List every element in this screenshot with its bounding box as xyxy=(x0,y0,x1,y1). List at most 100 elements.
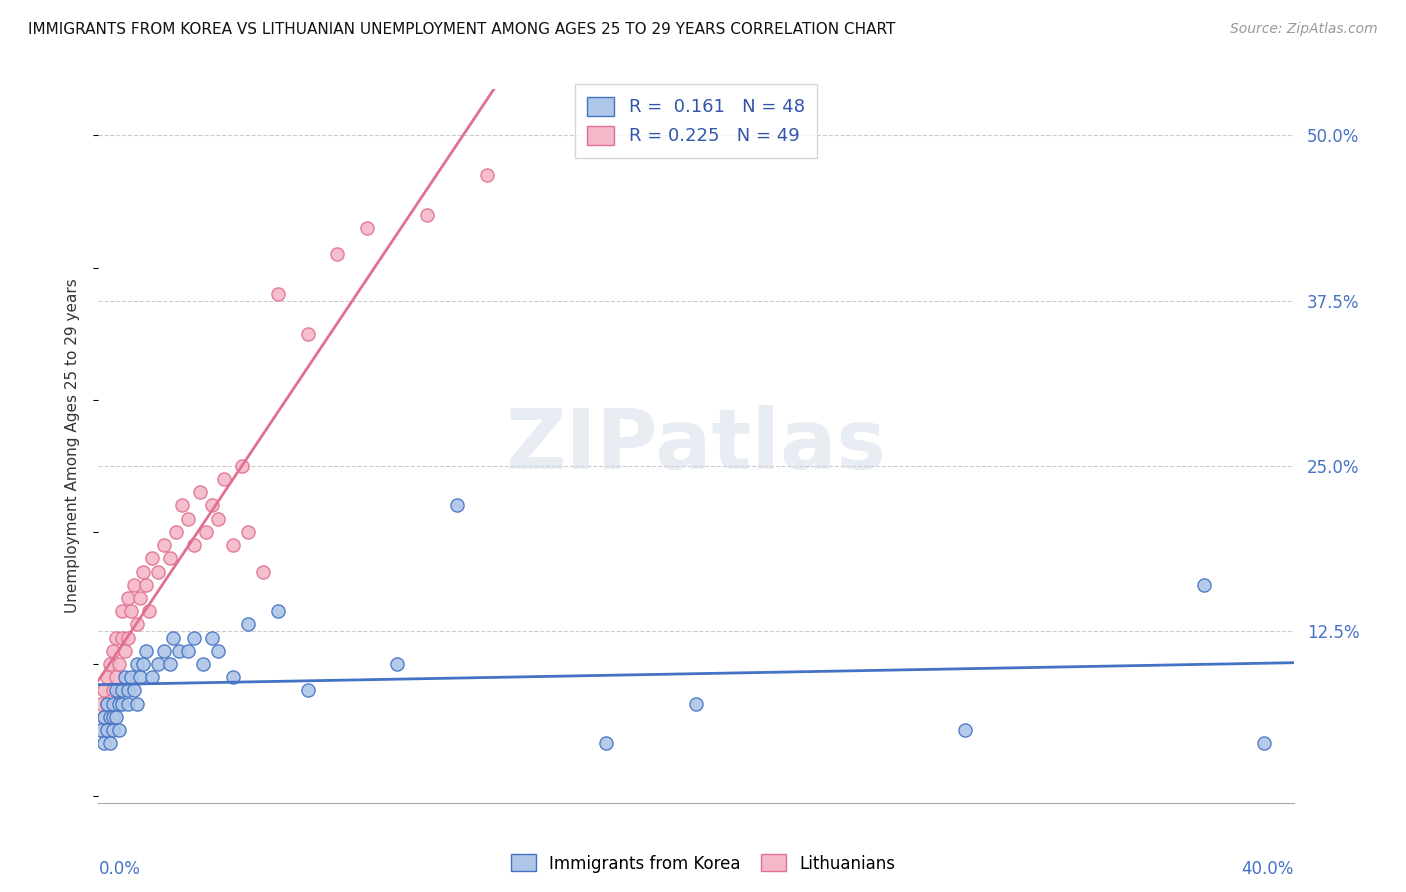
Point xyxy=(167,644,190,658)
Point xyxy=(98,657,122,671)
Point xyxy=(1192,578,1215,592)
Point xyxy=(172,499,194,513)
Point xyxy=(416,208,439,222)
Text: 40.0%: 40.0% xyxy=(1241,860,1294,878)
Point xyxy=(222,538,245,552)
Point xyxy=(98,736,122,750)
Point xyxy=(96,697,118,711)
Point xyxy=(117,631,139,645)
Y-axis label: Unemployment Among Ages 25 to 29 years: Unemployment Among Ages 25 to 29 years xyxy=(65,278,80,614)
Point xyxy=(105,631,128,645)
Point xyxy=(117,697,139,711)
Point xyxy=(326,247,349,261)
Point xyxy=(252,565,274,579)
Point xyxy=(177,511,200,525)
Point xyxy=(207,511,229,525)
Point xyxy=(236,617,259,632)
Text: IMMIGRANTS FROM KOREA VS LITHUANIAN UNEMPLOYMENT AMONG AGES 25 TO 29 YEARS CORRE: IMMIGRANTS FROM KOREA VS LITHUANIAN UNEM… xyxy=(28,22,896,37)
Point xyxy=(446,499,468,513)
Point xyxy=(90,723,112,738)
Point xyxy=(111,631,134,645)
Point xyxy=(98,710,122,724)
Point xyxy=(236,524,259,539)
Point xyxy=(90,723,112,738)
Point xyxy=(135,578,157,592)
Point xyxy=(117,591,139,605)
Point xyxy=(124,578,146,592)
Point xyxy=(153,538,176,552)
Text: ZIPatlas: ZIPatlas xyxy=(506,406,886,486)
Point xyxy=(90,697,112,711)
Point xyxy=(212,472,235,486)
Point xyxy=(595,736,617,750)
Point xyxy=(153,644,176,658)
Point xyxy=(188,485,211,500)
Point xyxy=(127,617,149,632)
Point xyxy=(127,657,149,671)
Point xyxy=(114,670,136,684)
Point xyxy=(267,604,290,618)
Point xyxy=(105,683,128,698)
Point xyxy=(93,710,115,724)
Point xyxy=(159,551,181,566)
Point xyxy=(195,524,218,539)
Point xyxy=(685,697,707,711)
Text: Source: ZipAtlas.com: Source: ZipAtlas.com xyxy=(1230,22,1378,37)
Point xyxy=(120,670,142,684)
Point xyxy=(129,591,152,605)
Point xyxy=(148,657,170,671)
Text: 0.0%: 0.0% xyxy=(98,860,141,878)
Point xyxy=(93,710,115,724)
Point xyxy=(93,736,115,750)
Point xyxy=(356,221,378,235)
Point xyxy=(207,644,229,658)
Point xyxy=(108,683,131,698)
Point xyxy=(231,458,253,473)
Point xyxy=(111,697,134,711)
Point xyxy=(385,657,409,671)
Point xyxy=(103,710,125,724)
Point xyxy=(132,657,155,671)
Point xyxy=(108,657,131,671)
Point xyxy=(177,644,200,658)
Point xyxy=(297,683,319,698)
Point xyxy=(201,631,224,645)
Point xyxy=(114,644,136,658)
Point xyxy=(98,710,122,724)
Point xyxy=(165,524,187,539)
Point xyxy=(201,499,224,513)
Point xyxy=(135,644,157,658)
Point xyxy=(141,670,163,684)
Point xyxy=(108,697,131,711)
Point xyxy=(141,551,163,566)
Point xyxy=(93,683,115,698)
Point xyxy=(138,604,160,618)
Point xyxy=(222,670,245,684)
Point xyxy=(120,604,142,618)
Point xyxy=(103,644,125,658)
Point xyxy=(103,723,125,738)
Legend: R =  0.161   N = 48, R = 0.225   N = 49: R = 0.161 N = 48, R = 0.225 N = 49 xyxy=(575,84,817,158)
Point xyxy=(108,723,131,738)
Point xyxy=(105,710,128,724)
Point xyxy=(297,326,319,341)
Point xyxy=(1253,736,1275,750)
Point xyxy=(162,631,184,645)
Point xyxy=(953,723,976,738)
Legend: Immigrants from Korea, Lithuanians: Immigrants from Korea, Lithuanians xyxy=(505,847,901,880)
Point xyxy=(111,683,134,698)
Point xyxy=(127,697,149,711)
Point xyxy=(132,565,155,579)
Point xyxy=(103,697,125,711)
Point xyxy=(111,604,134,618)
Point xyxy=(96,670,118,684)
Point xyxy=(183,538,205,552)
Point xyxy=(191,657,214,671)
Point xyxy=(183,631,205,645)
Point xyxy=(103,683,125,698)
Point xyxy=(129,670,152,684)
Point xyxy=(148,565,170,579)
Point xyxy=(124,683,146,698)
Point xyxy=(117,683,139,698)
Point xyxy=(96,697,118,711)
